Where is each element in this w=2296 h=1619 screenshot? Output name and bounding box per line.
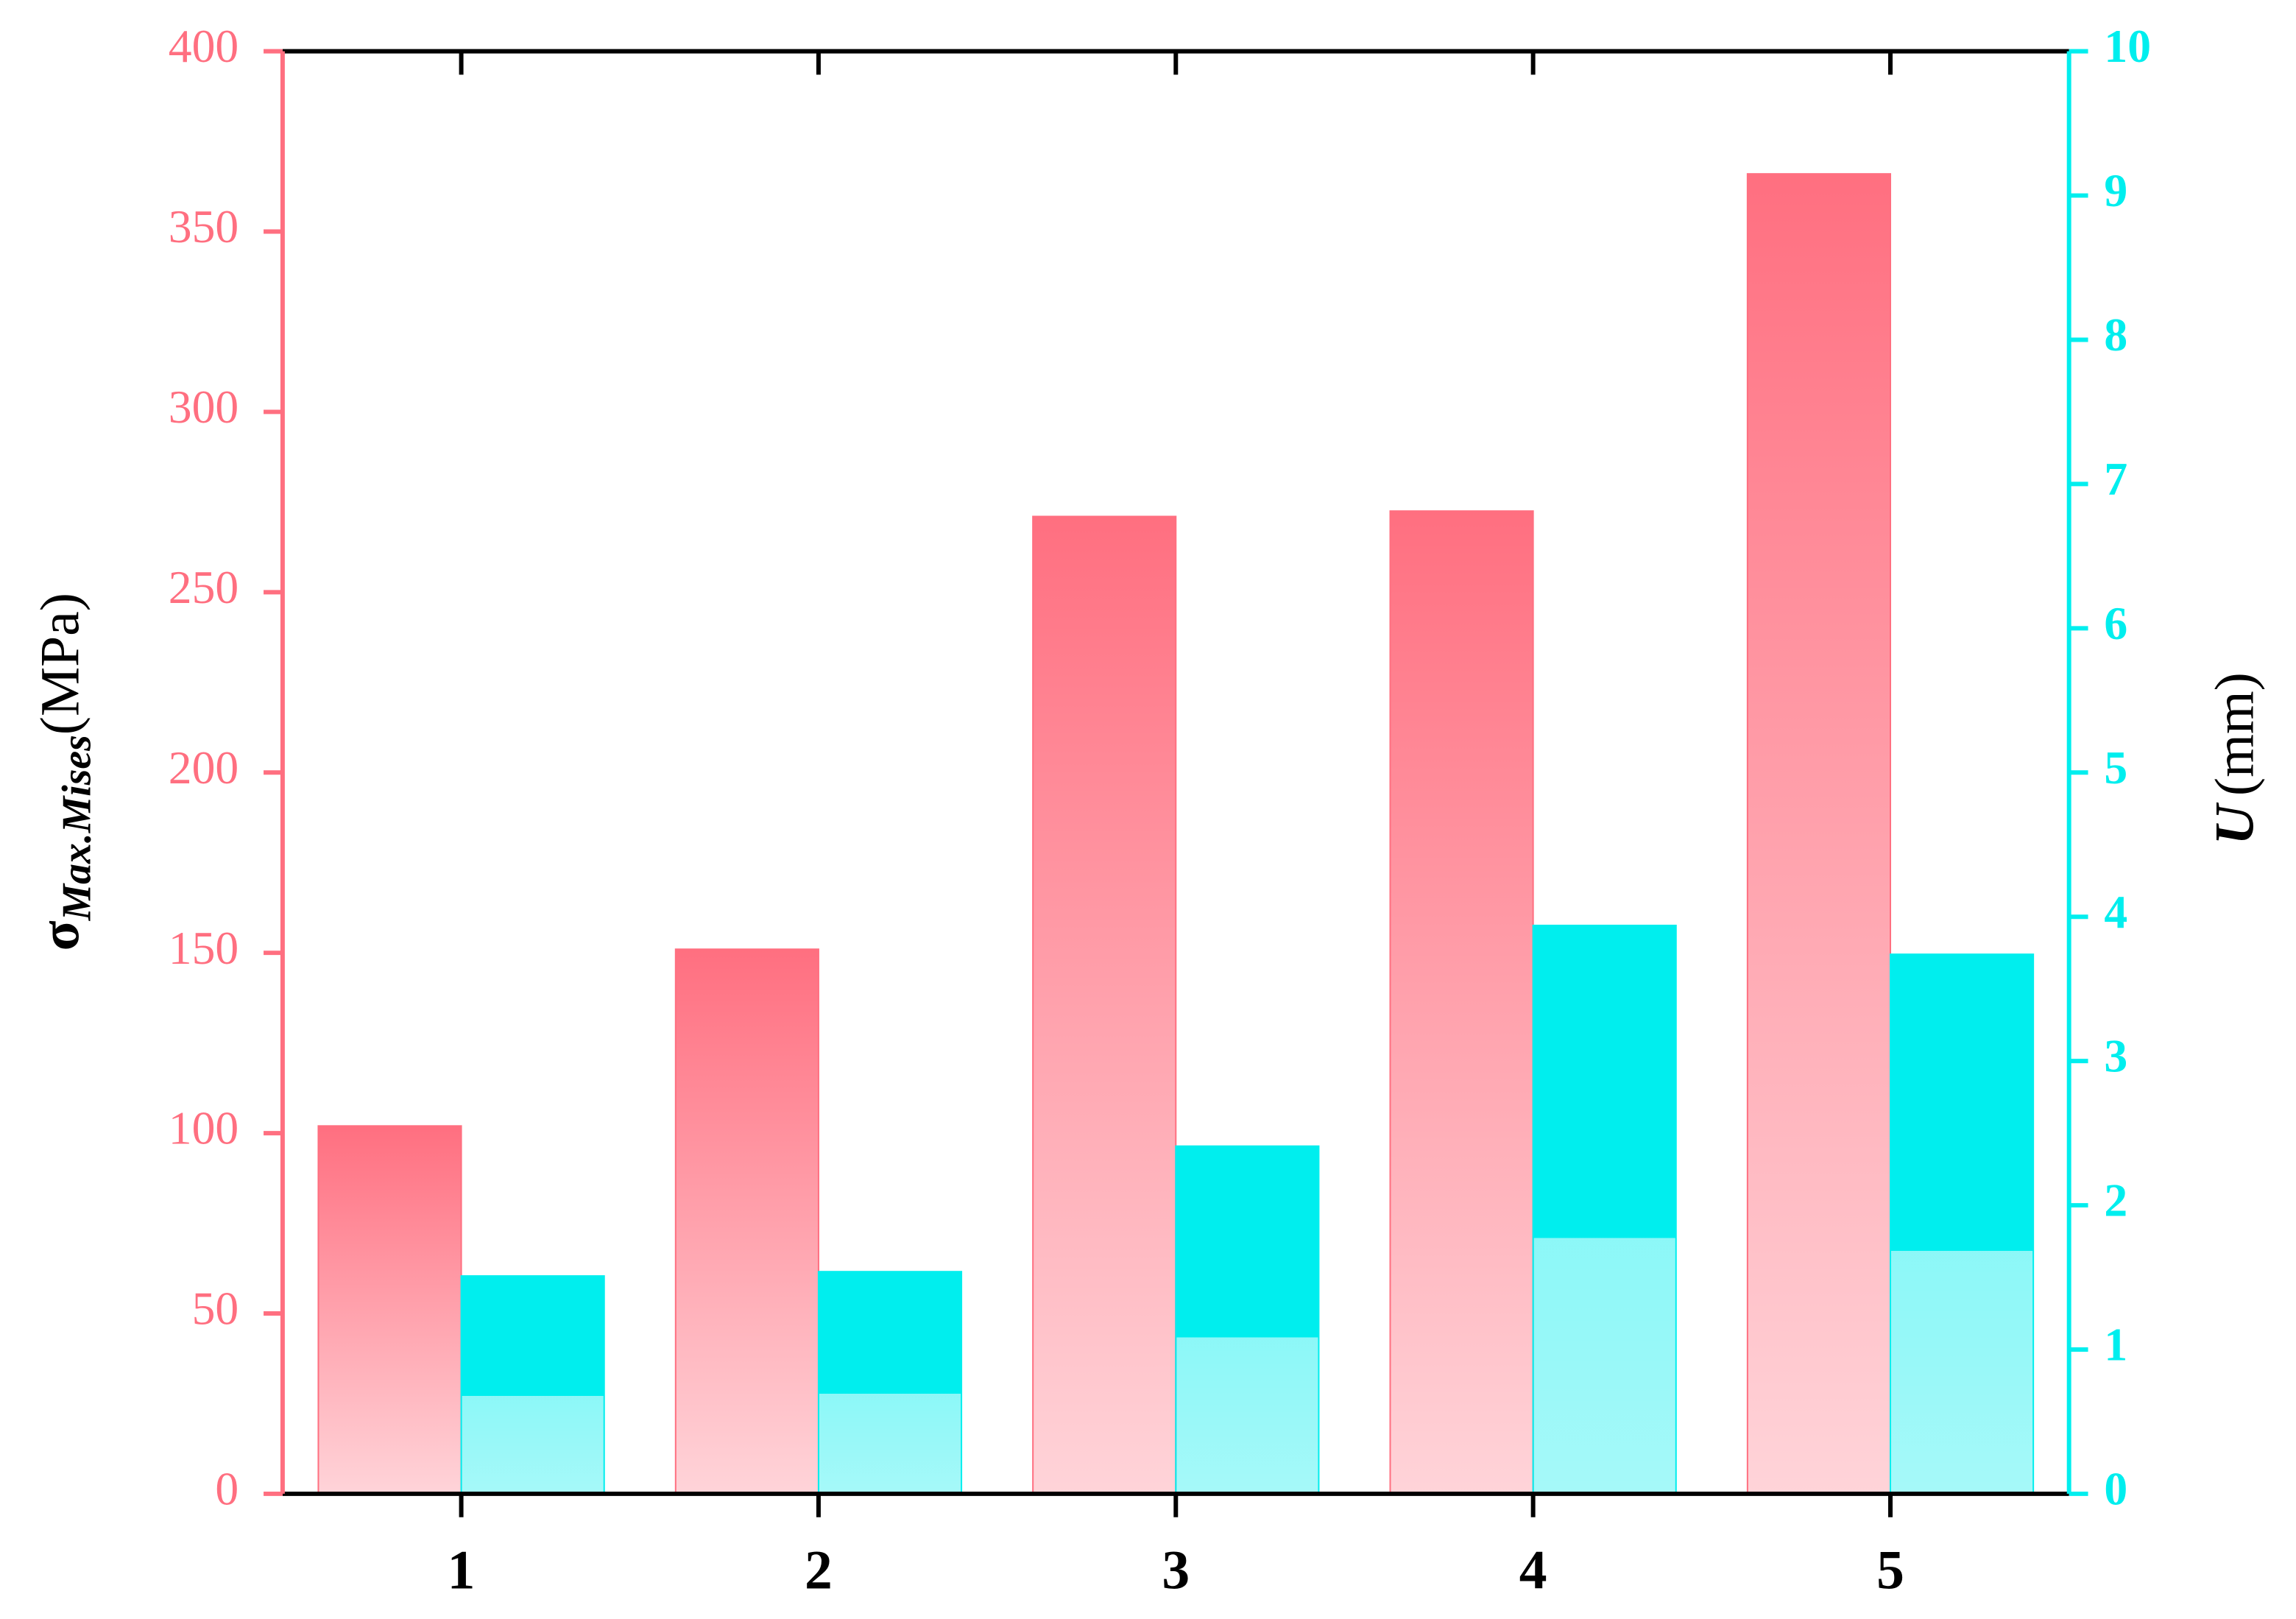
y-tick-label: 400 bbox=[169, 20, 239, 72]
bar bbox=[1389, 510, 1534, 1495]
y-label-symbol: σ bbox=[30, 920, 91, 950]
y-label-unit: (MPa) bbox=[30, 593, 91, 735]
y-tick-label: 350 bbox=[169, 200, 239, 253]
y2-tick-label: 10 bbox=[2104, 20, 2151, 72]
bar bbox=[1746, 173, 1891, 1495]
y-tick-label: 0 bbox=[215, 1463, 239, 1515]
y-tick-label: 100 bbox=[169, 1102, 239, 1154]
y2-tick-label: 6 bbox=[2104, 597, 2127, 649]
bar bbox=[1175, 1145, 1320, 1495]
y2-tick-label: 3 bbox=[2104, 1030, 2127, 1082]
bar bbox=[674, 948, 819, 1495]
y2-tick-label: 8 bbox=[2104, 308, 2127, 361]
y2-tick-label: 1 bbox=[2104, 1319, 2127, 1371]
bar bbox=[1032, 515, 1177, 1495]
y2-label-unit: (mm) bbox=[2205, 672, 2266, 796]
x-tick-label: 5 bbox=[1876, 1540, 1904, 1601]
bar bbox=[1890, 953, 2035, 1495]
y2-tick-label: 9 bbox=[2104, 164, 2127, 216]
y-label-subscript: Max.Mises bbox=[54, 735, 99, 921]
y-tick-label: 250 bbox=[169, 561, 239, 613]
y-tick-label: 300 bbox=[169, 381, 239, 433]
y2-tick-label: 2 bbox=[2104, 1174, 2127, 1227]
y2-label-symbol: U bbox=[2205, 803, 2266, 845]
bar bbox=[460, 1275, 605, 1495]
bar bbox=[817, 1271, 963, 1495]
bar bbox=[1532, 924, 1677, 1495]
y2-tick-label: 4 bbox=[2104, 886, 2127, 938]
y2-tick-label: 0 bbox=[2104, 1463, 2127, 1515]
x-tick-label: 3 bbox=[1162, 1540, 1190, 1601]
y2-tick-label: 7 bbox=[2104, 453, 2127, 505]
bar bbox=[317, 1125, 462, 1495]
y2-tick-label: 5 bbox=[2104, 741, 2127, 794]
y-tick-label: 150 bbox=[169, 922, 239, 974]
x-tick-label: 1 bbox=[448, 1540, 476, 1601]
x-tick-label: 2 bbox=[805, 1540, 833, 1601]
y2-axis-label: U (mm) bbox=[2205, 672, 2266, 844]
x-tick-label: 4 bbox=[1519, 1540, 1547, 1601]
y-axis-label: σMax.Mises(MPa) bbox=[30, 593, 99, 950]
y-tick-label: 50 bbox=[192, 1283, 239, 1335]
y-tick-label: 200 bbox=[169, 741, 239, 794]
